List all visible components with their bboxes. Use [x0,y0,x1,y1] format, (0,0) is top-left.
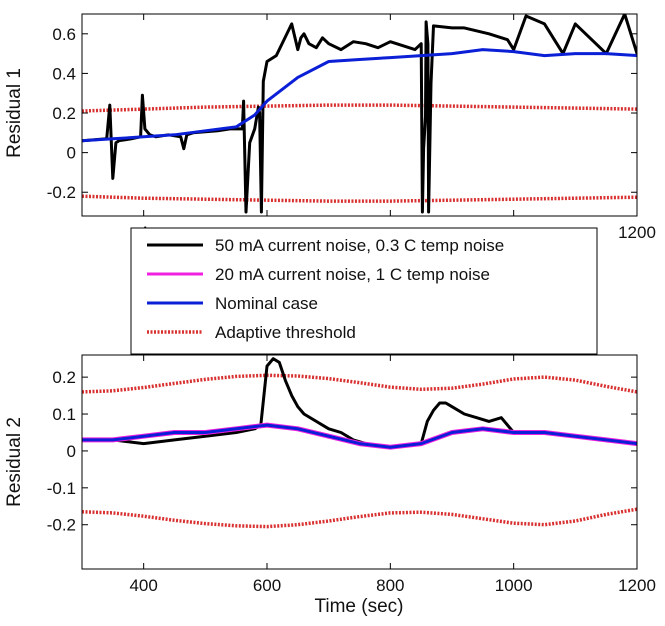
residual-1-y-axis-label: Residual 1 [4,68,25,158]
x-axis-label: Time (sec) [314,596,403,617]
residual-1-series-50-ma-current-noise-0-3-c-temp-noise [82,14,637,214]
residual-2-x-tick-label: 1000 [495,576,533,595]
residual-1-series-threshold [82,103,637,113]
residual-2-series-group [82,357,637,450]
residual-2-axes-frame [81,354,638,570]
residual-1-y-tick-label: 0.6 [52,25,76,44]
residual-2-y-tick-label: 0.1 [52,405,76,424]
residual-2-x-tick-label: 600 [253,576,281,595]
legend-box [130,227,598,355]
residual-2-x-tick-label: 800 [376,576,404,595]
residual-1-series-threshold [82,194,637,203]
legend-entry-label: Nominal case [215,294,318,313]
residual-2-x-tick-label: 400 [129,576,157,595]
residual-1-series-nominal-case [82,48,637,143]
residual-1-panel: -0.200.20.40.6 41200 Residual 1 [4,13,656,242]
legend-entry-label: Adaptive threshold [215,323,356,342]
residual-2-x-ticks: 400 600 800 1000 1200 [129,355,656,595]
residual-1-y-tick-label: 0 [67,144,76,163]
residual-2-y-axis-label: Residual 2 [4,417,25,507]
residual-2-panel: -0.2 -0.1 0 0.1 0.2 400 600 800 1000 1200 Residu… [4,354,656,617]
residual-2-y-tick-label: -0.1 [47,479,76,498]
residual-2-series-threshold [82,507,637,529]
residual-1-axes-frame [81,13,638,217]
residual-2-thresholds [82,373,637,529]
residual-2-y-tick-label: -0.2 [47,516,76,535]
residual-1-series-group [82,14,637,214]
residual-1-y-tick-label: -0.2 [47,183,76,202]
residual-2-y-ticks: -0.2 -0.1 0 0.1 0.2 [47,368,637,535]
legend-entry-label: 20 mA current noise, 1 C temp noise [215,265,490,284]
residual-2-y-tick-label: 0 [67,442,76,461]
residual-1-y-tick-label: 0.2 [52,104,76,123]
residual-1-y-tick-label: 0.4 [52,64,76,83]
residual-1-thresholds [82,103,637,203]
residual-1-x-tick-label: 1200 [618,223,656,242]
legend: 50 mA current noise, 0.3 C temp noise 20 … [130,227,598,355]
residual-2-x-tick-label: 1200 [618,576,656,595]
residual-2-y-tick-label: 0.2 [52,368,76,387]
legend-entry-label: 50 mA current noise, 0.3 C temp noise [215,236,504,255]
residual-2-series-threshold [82,373,637,394]
residual-2-series-nominal-case [82,423,637,449]
residual-1-y-ticks: -0.2 0 0.2 0.4 0.6 [47,25,637,202]
